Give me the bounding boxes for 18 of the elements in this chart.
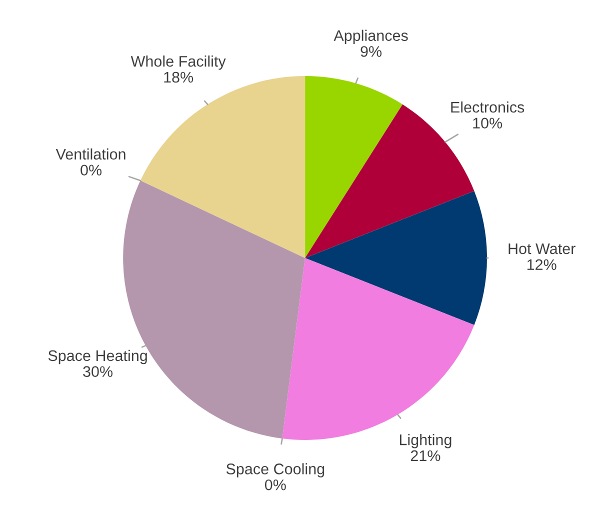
slice-label: Space Heating [48, 350, 147, 364]
category-label: Space Cooling [226, 463, 324, 478]
category-label: Ventilation [56, 148, 126, 160]
slice-label: Electronics [451, 101, 524, 113]
data-label: 12% [527, 259, 556, 270]
slice-label: Hot Water [508, 243, 576, 254]
pie-slice [305, 191, 487, 325]
text: 0% [80, 164, 102, 176]
data-label: 10% [473, 118, 502, 129]
data-label: 9% [360, 46, 382, 57]
text: 0% [264, 479, 286, 490]
data-label: 21% [410, 450, 440, 462]
pie-slice [305, 76, 403, 258]
slice-label: Whole Facility [130, 56, 226, 70]
data-label: 18% [164, 72, 194, 83]
slice-label: Lighting [400, 434, 452, 448]
data-label: 30% [83, 366, 113, 377]
slice-label: Appliances [334, 30, 408, 44]
